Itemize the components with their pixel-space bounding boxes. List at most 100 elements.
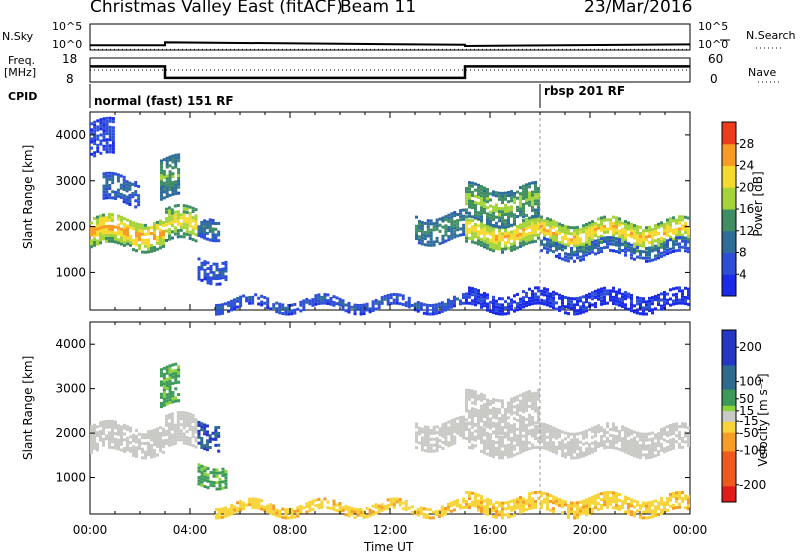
power-cell (230, 308, 234, 312)
power-cell (510, 304, 513, 308)
velocity-cell (117, 430, 120, 434)
velocity-cell (525, 508, 528, 512)
velocity-cell (498, 504, 501, 508)
power-cell (218, 306, 222, 310)
power-cell (678, 245, 681, 249)
power-cell (669, 297, 672, 301)
power-cell (125, 183, 129, 187)
velocity-cell (642, 447, 645, 451)
power-cell (648, 234, 651, 238)
power-cell (636, 225, 639, 229)
power-cell (531, 302, 534, 306)
velocity-cell (174, 378, 178, 382)
power-cell (176, 235, 180, 239)
velocity-cell (606, 491, 609, 495)
velocity-cell (477, 415, 480, 419)
power-cell (477, 214, 480, 218)
power-cell (567, 231, 570, 235)
power-cell (126, 236, 129, 240)
power-band-11 (540, 236, 690, 263)
time-tick-label-1: 04:00 (173, 523, 208, 537)
power-cell (116, 188, 120, 192)
velocity-cell (380, 503, 384, 507)
velocity-cell (444, 427, 448, 431)
power-cell (636, 249, 639, 253)
power-cell (684, 228, 687, 231)
velocity-cell (522, 395, 525, 399)
power-cell (105, 233, 108, 237)
velocity-colorbar-seg (722, 413, 736, 417)
velocity-cell (170, 427, 174, 431)
power-cell (480, 231, 483, 235)
velocity-cell (522, 422, 525, 426)
power-cell (126, 242, 129, 246)
power-cell (374, 298, 378, 302)
power-cell (239, 304, 243, 308)
velocity-cell (582, 502, 585, 506)
power-cell (597, 223, 600, 227)
velocity-cell (429, 431, 433, 435)
power-cell (167, 209, 171, 213)
velocity-cell (239, 508, 243, 512)
power-cell (471, 215, 474, 219)
power-cell (528, 302, 531, 306)
power-cell (534, 292, 537, 296)
velocity-cell (669, 426, 672, 430)
power-cell (281, 303, 285, 307)
power-cell (603, 230, 606, 234)
velocity-cell (290, 510, 294, 514)
velocity-cell (214, 429, 218, 433)
power-cell (687, 234, 690, 238)
power-cell (675, 295, 678, 299)
velocity-cell (651, 446, 654, 450)
power-cell (594, 245, 597, 249)
power-cell (93, 139, 97, 143)
velocity-cell (570, 432, 573, 436)
power-cell (618, 217, 621, 221)
power-cell (266, 300, 270, 304)
power-cell (576, 241, 579, 245)
power-cell (129, 219, 132, 223)
velocity-cell (543, 500, 546, 504)
velocity-cell (519, 450, 522, 454)
velocity-cell (522, 443, 525, 447)
power-cell (160, 185, 163, 189)
power-cell (582, 227, 585, 231)
power-cell (531, 225, 534, 229)
velocity-cell (168, 367, 172, 371)
power-cell (323, 295, 327, 299)
power-cell (353, 306, 357, 310)
power-colorbar-seg (722, 230, 736, 234)
velocity-cell (531, 404, 534, 408)
power-cell (642, 229, 645, 233)
power-cell (320, 301, 324, 305)
power-cell (564, 228, 567, 232)
power-cell (425, 312, 429, 316)
power-cell (203, 236, 207, 240)
power-cell (498, 303, 501, 307)
power-cell (576, 253, 579, 257)
power-colorbar-seg (722, 219, 736, 224)
power-cell (453, 229, 457, 233)
power-cell (498, 312, 501, 316)
power-cell (474, 182, 477, 186)
velocity-cell (153, 454, 156, 458)
velocity-cell (594, 440, 597, 444)
velocity-cell (353, 510, 357, 514)
velocity-cell (579, 500, 582, 504)
power-cell (495, 302, 498, 306)
power-cell (537, 202, 540, 206)
power-cell (606, 242, 609, 246)
velocity-cell (621, 440, 624, 444)
velocity-cell (576, 504, 579, 508)
power-cell (105, 216, 108, 220)
velocity-cell (504, 411, 507, 415)
power-cell (492, 311, 495, 315)
power-cell (594, 230, 597, 234)
velocity-cell (203, 447, 207, 451)
velocity-cell (540, 446, 543, 450)
power-cell (603, 289, 606, 293)
velocity-colorbar-seg (722, 348, 736, 352)
power-cell (582, 251, 585, 255)
velocity-cell (278, 512, 282, 516)
